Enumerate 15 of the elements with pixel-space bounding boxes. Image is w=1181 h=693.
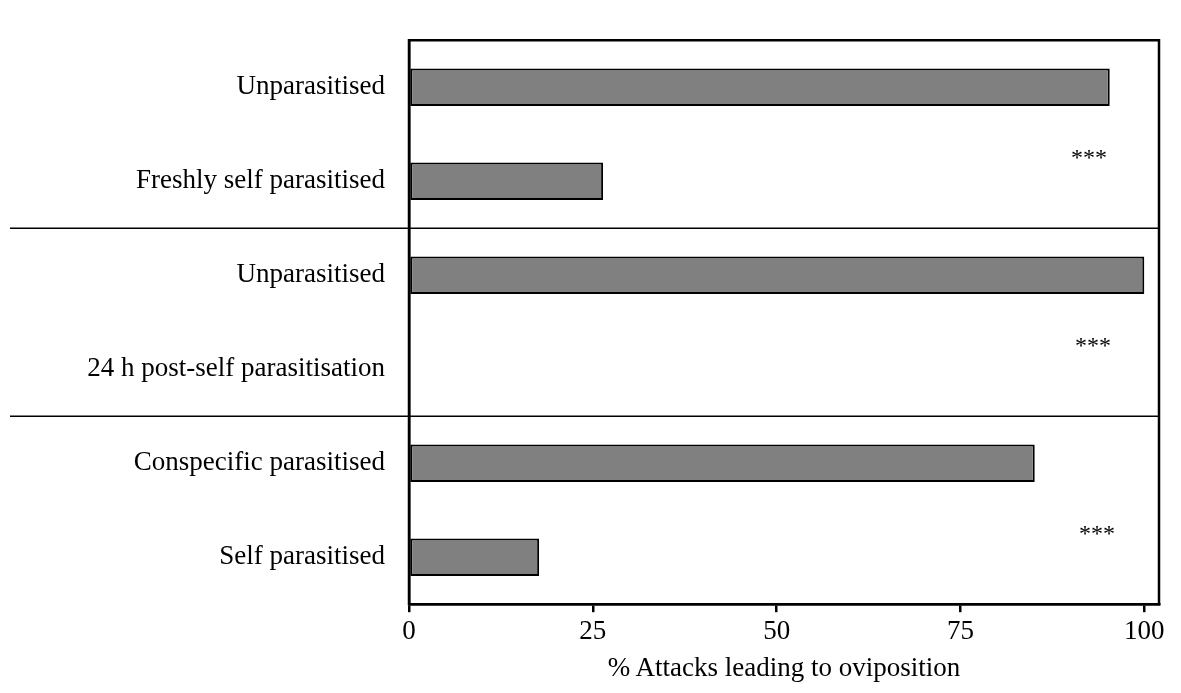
- y-tick-label: Conspecific parasitised: [133, 446, 386, 477]
- x-tick-label: 25: [579, 615, 607, 646]
- y-tick-label: 24 h post-self parasitisation: [87, 352, 386, 383]
- y-tick-label: Self parasitised: [219, 540, 386, 571]
- y-tick-label: Freshly self parasitised: [136, 164, 386, 195]
- annotation: ***: [1075, 332, 1111, 359]
- x-tick-label: 75: [946, 615, 974, 646]
- y-tick-label: Unparasitised: [236, 70, 386, 101]
- x-tick-label: 50: [763, 615, 791, 646]
- annotation: ***: [1079, 520, 1115, 547]
- x-axis-title: % Attacks leading to oviposition: [607, 651, 961, 682]
- annotation: ***: [1071, 144, 1107, 171]
- y-tick-label: Unparasitised: [236, 258, 386, 289]
- x-tick-label: 100: [1124, 615, 1165, 646]
- x-tick-label: 0: [402, 615, 416, 646]
